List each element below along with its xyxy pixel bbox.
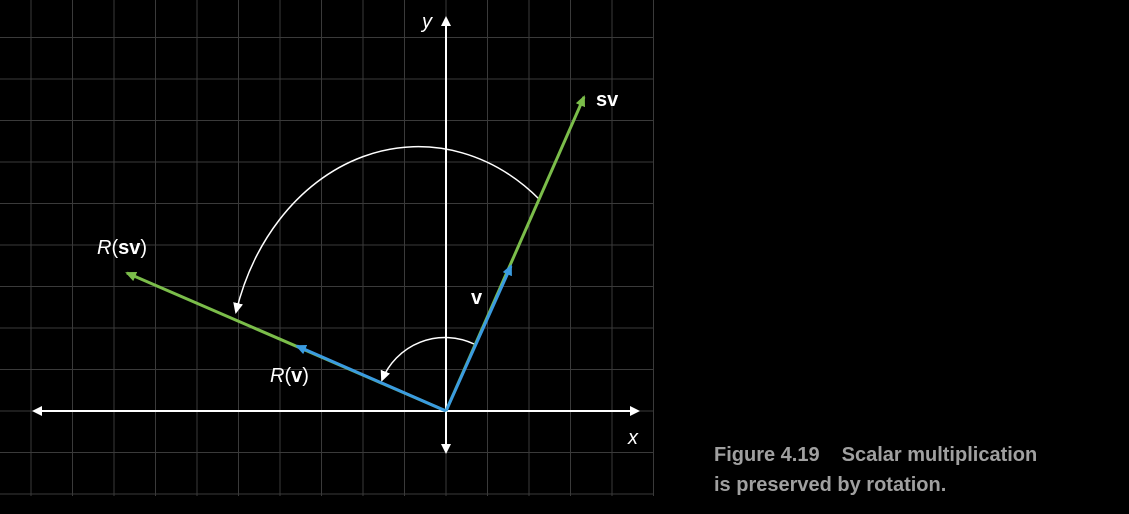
caption-text-1: Scalar multiplication bbox=[841, 444, 1038, 466]
caption-line-1: Figure 4.19 Scalar multiplication bbox=[714, 440, 1124, 470]
label-v: v bbox=[471, 287, 483, 309]
label-r-sv: R(sv) bbox=[97, 237, 147, 259]
vector-r-v bbox=[295, 344, 447, 413]
y-axis-label: y bbox=[420, 11, 433, 33]
large-rotation-arc bbox=[233, 145, 541, 314]
grid bbox=[0, 0, 654, 496]
vector-v bbox=[444, 264, 513, 412]
rotation-diagram: y x sv v R(sv) R(v) bbox=[0, 0, 654, 496]
figure-number: Figure 4.19 bbox=[714, 444, 820, 466]
figure-caption: Figure 4.19 Scalar multiplication is pres… bbox=[714, 440, 1124, 500]
small-rotation-arc bbox=[380, 336, 475, 382]
caption-line-2: is preserved by rotation. bbox=[714, 474, 947, 496]
label-r-v: R(v) bbox=[270, 365, 309, 387]
x-axis-label: x bbox=[627, 427, 639, 449]
label-sv: sv bbox=[596, 89, 619, 111]
